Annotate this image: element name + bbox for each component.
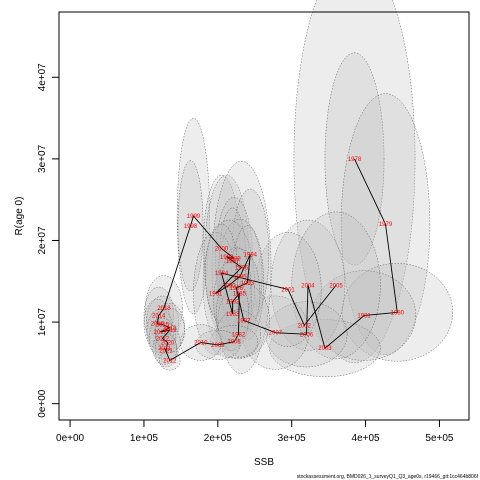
year-label-1982: 1982 (232, 332, 246, 338)
y-tick-label: 0e+00 (37, 389, 48, 418)
year-label-1978: 1978 (348, 157, 362, 163)
year-labels: 1978 1979 1980 1981 1982 1983 1984 1985 19861987… (151, 157, 405, 365)
year-label-2020: 2020 (161, 340, 175, 346)
x-tick-label: 4e+05 (352, 433, 381, 444)
year-label-1996: 1996 (230, 286, 244, 292)
year-label-2018: 2018 (157, 306, 171, 312)
year-label-1979: 1979 (379, 222, 393, 228)
year-label-2001: 2001 (281, 287, 295, 293)
confidence-ellipses (143, 0, 453, 378)
y-tick-label: 2e+07 (37, 226, 48, 255)
year-label-2008: 2008 (227, 340, 241, 346)
year-label-2004: 2004 (301, 283, 315, 289)
year-label-2014: 2014 (152, 314, 166, 320)
year-label-1994: 1994 (244, 252, 258, 258)
year-label-1992: 1992 (226, 300, 240, 306)
y-tick-label: 1e+07 (37, 308, 48, 337)
year-label-1997: 1997 (237, 318, 251, 324)
year-label-2017: 2017 (154, 330, 168, 336)
year-label-2021: 2021 (159, 349, 173, 355)
year-label-2000: 2000 (215, 247, 229, 253)
confidence-ellipse (291, 211, 381, 360)
year-label-2003: 2003 (318, 346, 332, 352)
year-label-2013: 2013 (163, 326, 177, 332)
year-label-1988: 1988 (220, 255, 234, 261)
year-label-2016: 2016 (151, 322, 165, 328)
year-label-1989: 1989 (227, 256, 241, 262)
trajectory-line (156, 158, 398, 362)
year-label-1981: 1981 (357, 314, 371, 320)
x-axis-label: SSB (254, 457, 274, 468)
confidence-ellipse (293, 0, 416, 364)
year-label-1987: 1987 (226, 259, 240, 265)
x-tick-label: 5e+05 (425, 433, 454, 444)
year-label-2007: 2007 (269, 331, 283, 337)
year-label-1984: 1984 (215, 271, 229, 277)
y-axis: 0e+00 1e+07 2e+07 3e+07 4e+07 (37, 63, 60, 418)
y-axis-label: R(age 0) (14, 197, 25, 236)
year-label-2006: 2006 (300, 332, 314, 338)
year-label-2009: 2009 (211, 343, 225, 349)
x-axis: 0e+00 1e+05 2e+05 3e+05 4e+05 5e+05 (56, 419, 454, 444)
year-label-1998: 1998 (184, 224, 198, 230)
year-label-2002: 2002 (298, 323, 312, 329)
year-label-2012: 2012 (163, 358, 177, 364)
year-label-1999: 1999 (187, 214, 201, 220)
year-label-1991: 1991 (209, 292, 223, 298)
x-tick-label: 1e+05 (130, 433, 159, 444)
x-tick-label: 3e+05 (278, 433, 307, 444)
year-label-2015: 2015 (156, 323, 170, 329)
year-label-2019: 2019 (163, 328, 177, 334)
y-tick-label: 3e+07 (37, 144, 48, 173)
year-label-1990: 1990 (222, 283, 236, 289)
y-tick-label: 4e+07 (37, 63, 48, 92)
year-label-2005: 2005 (329, 283, 343, 289)
year-label-1983: 1983 (226, 312, 240, 318)
year-label-1985: 1985 (233, 292, 247, 298)
year-label-2022: 2022 (156, 336, 170, 342)
year-label-1986: 1986 (235, 265, 249, 271)
year-label-1993: 1993 (241, 281, 255, 287)
year-label-1980: 1980 (391, 310, 405, 316)
confidence-ellipse (324, 52, 385, 266)
year-label-2011: 2011 (158, 346, 172, 352)
footer-note: stockassessment.org, BMD026_1_surveyQ1_Q… (297, 474, 479, 480)
x-tick-label: 0e+00 (56, 433, 85, 444)
x-tick-label: 2e+05 (204, 433, 233, 444)
year-label-1995: 1995 (233, 274, 247, 280)
year-label-2010: 2010 (194, 340, 208, 346)
